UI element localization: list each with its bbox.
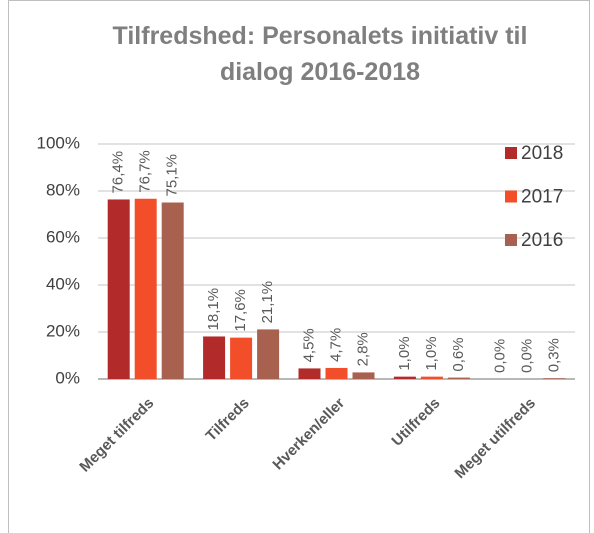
data-label: 75,1%: [164, 154, 181, 197]
x-tick-label: Meget utilfreds: [451, 395, 538, 482]
legend-label: 2018: [521, 143, 563, 164]
data-label: 2,8%: [354, 332, 371, 366]
y-tick-label: 60%: [46, 227, 80, 246]
data-label: 18,1%: [205, 288, 222, 331]
legend-swatch: [505, 190, 517, 203]
x-tick-label: Meget tilfreds: [76, 395, 157, 476]
bar: [230, 337, 253, 379]
legend-swatch: [505, 234, 517, 246]
bar: [420, 376, 443, 379]
bar: [447, 377, 470, 379]
y-tick-label: 80%: [46, 180, 80, 199]
y-tick-label: 0%: [55, 368, 80, 387]
chart-border: [8, 0, 590, 533]
bar: [543, 378, 566, 379]
data-label: 0,3%: [545, 338, 562, 372]
data-label: 4,7%: [327, 328, 344, 362]
bar: [203, 336, 226, 379]
bar: [134, 198, 157, 379]
data-label: 4,5%: [300, 328, 317, 362]
bar: [325, 367, 348, 379]
data-label: 1,0%: [396, 336, 413, 370]
data-label: 1,0%: [423, 336, 440, 370]
legend-swatch: [505, 147, 517, 159]
y-tick-label: 40%: [46, 274, 80, 293]
x-tick-label: Tilfreds: [203, 395, 253, 445]
chart-title: Tilfredshed: Personalets initiativ til d…: [112, 22, 528, 86]
bar: [107, 199, 130, 379]
data-label: 76,7%: [137, 150, 154, 193]
data-label: 0,6%: [450, 337, 467, 371]
data-label: 0,0%: [518, 339, 535, 373]
data-label: 0,0%: [491, 339, 508, 373]
legend-label: 2016: [521, 230, 563, 251]
bar: [352, 372, 375, 379]
data-label: 76,4%: [110, 151, 127, 194]
x-tick-label: Utilfreds: [388, 395, 443, 450]
legend-label: 2017: [521, 187, 563, 208]
data-label: 17,6%: [232, 289, 249, 332]
bar: [393, 376, 416, 379]
bar: [161, 202, 184, 379]
y-tick-label: 100%: [37, 133, 80, 152]
y-tick-label: 20%: [46, 321, 80, 340]
x-tick-label: Hverken/eller: [269, 395, 348, 474]
bar: [298, 368, 321, 379]
data-label: 21,1%: [259, 281, 276, 324]
bar: [257, 329, 280, 379]
